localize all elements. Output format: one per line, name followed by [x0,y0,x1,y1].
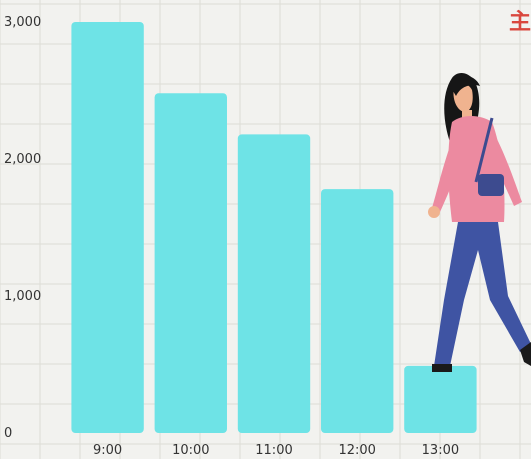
x-tick-label: 13:00 [422,443,459,458]
corner-text: 主 [508,10,531,35]
bar [154,93,227,434]
x-axis-ticks: 9:00 10:00 11:00 12:00 13:00 [93,443,459,458]
x-tick-label: 9:00 [93,443,122,458]
walking-woman-illustration [428,73,531,372]
y-tick-label: 0 [4,426,12,441]
x-tick-label: 12:00 [338,443,375,458]
bar [71,22,144,433]
x-tick-label: 10:00 [172,443,209,458]
bars [71,22,477,434]
x-tick-label: 11:00 [255,443,292,458]
y-axis-ticks: 0 1,000 2,000 3,000 [4,15,41,441]
y-tick-label: 1,000 [4,289,41,304]
bar [404,365,477,433]
bar [237,134,311,433]
y-tick-label: 2,000 [4,152,41,167]
bar [321,189,394,433]
y-tick-label: 3,000 [4,15,41,30]
